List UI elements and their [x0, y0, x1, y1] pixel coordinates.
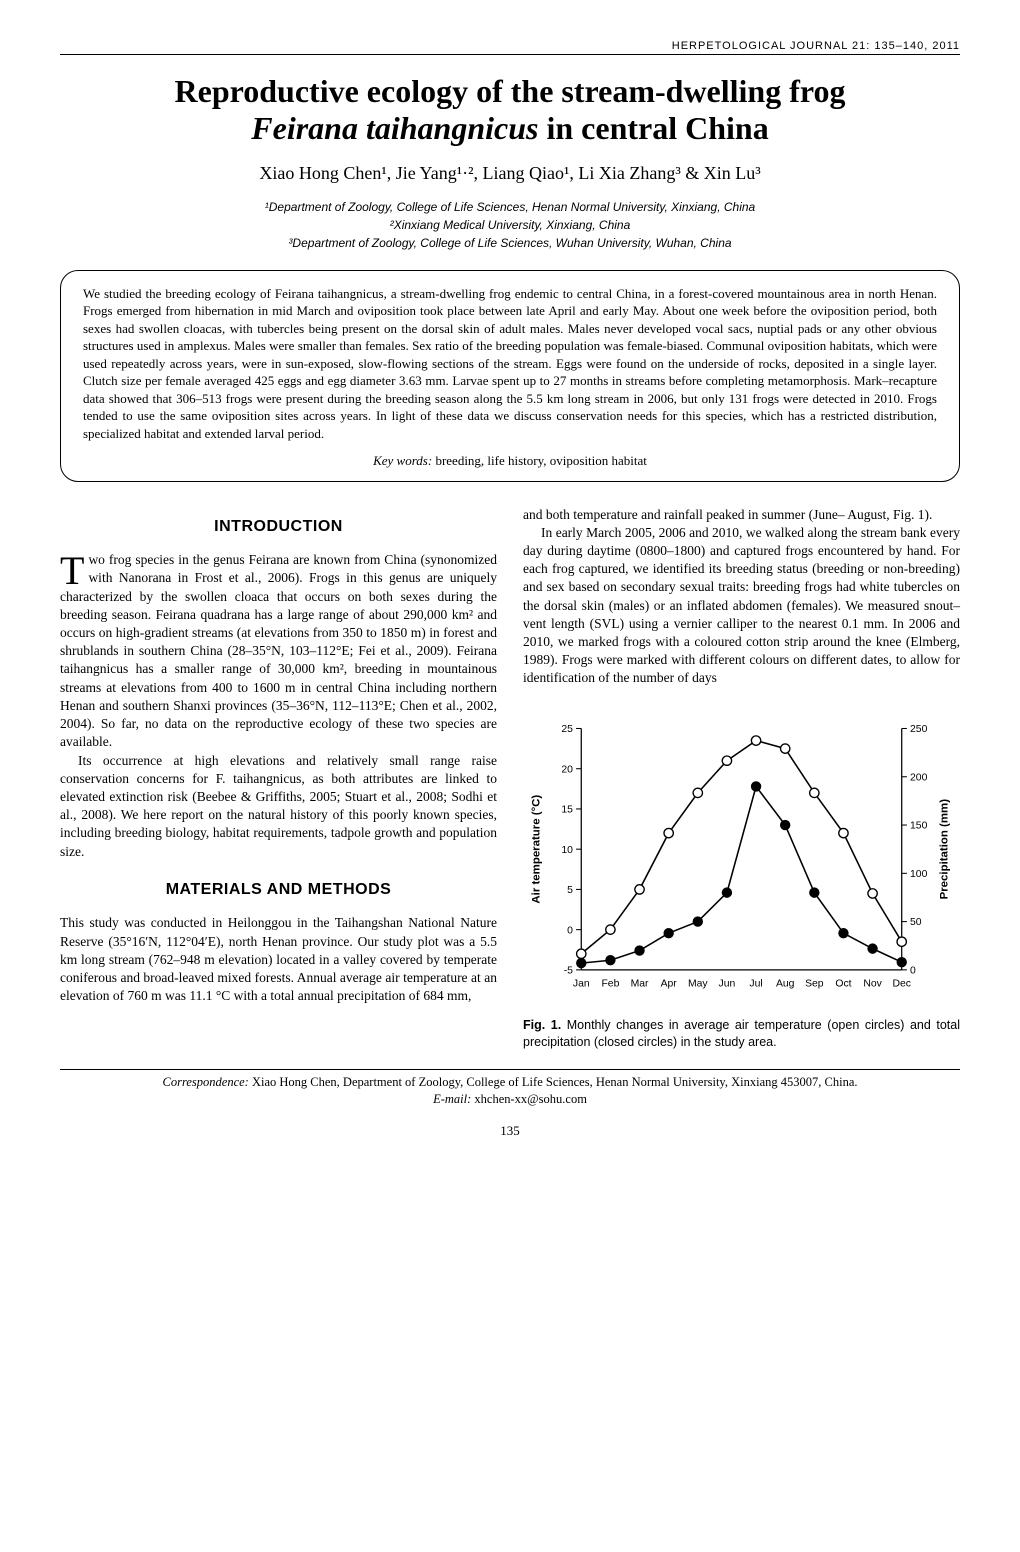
svg-text:Feb: Feb: [601, 978, 619, 989]
figure-1-svg: -50510152025050100150200250JanFebMarAprM…: [523, 716, 960, 1007]
title-line1: Reproductive ecology of the stream-dwell…: [175, 73, 846, 109]
svg-text:200: 200: [910, 772, 928, 783]
svg-text:Jul: Jul: [749, 978, 762, 989]
svg-text:Oct: Oct: [835, 978, 851, 989]
svg-text:Aug: Aug: [776, 978, 795, 989]
svg-text:Nov: Nov: [863, 978, 882, 989]
svg-text:Dec: Dec: [892, 978, 910, 989]
svg-text:0: 0: [567, 925, 573, 936]
right-column: and both temperature and rainfall peaked…: [523, 506, 960, 1051]
methods-para-1: This study was conducted in Heilonggou i…: [60, 914, 497, 1005]
keywords-label: Key words:: [373, 453, 432, 468]
svg-text:50: 50: [910, 917, 922, 928]
svg-text:5: 5: [567, 885, 573, 896]
svg-text:Air temperature (°C): Air temperature (°C): [531, 794, 543, 903]
email: xhchen-xx@sohu.com: [471, 1092, 587, 1106]
footer-rule: Correspondence: Xiao Hong Chen, Departme…: [60, 1069, 960, 1109]
intro-heading: INTRODUCTION: [60, 516, 497, 538]
figure-1-caption: Fig. 1. Monthly changes in average air t…: [523, 1017, 960, 1051]
keywords: Key words: breeding, life history, ovipo…: [83, 453, 937, 469]
right-p2: In early March 2005, 2006 and 2010, we w…: [523, 524, 960, 688]
affiliation-2: ²Xinxiang Medical University, Xinxiang, …: [60, 216, 960, 234]
page-number: 135: [60, 1123, 960, 1139]
intro-p1-text: wo frog species in the genus Feirana are…: [60, 552, 497, 749]
correspondence-text: Xiao Hong Chen, Department of Zoology, C…: [249, 1075, 858, 1089]
methods-heading: MATERIALS AND METHODS: [60, 879, 497, 901]
title-suffix: in central China: [538, 110, 768, 146]
svg-text:15: 15: [561, 804, 573, 815]
journal-info: HERPETOLOGICAL JOURNAL 21: 135–140, 2011: [672, 40, 960, 52]
dropcap: T: [60, 551, 88, 587]
affiliation-1: ¹Department of Zoology, College of Life …: [60, 198, 960, 216]
svg-text:100: 100: [910, 869, 928, 880]
title-species: Feirana taihangnicus: [251, 110, 538, 146]
authors: Xiao Hong Chen¹, Jie Yang¹·², Liang Qiao…: [60, 163, 960, 184]
svg-text:Jun: Jun: [719, 978, 736, 989]
two-column-body: INTRODUCTION Two frog species in the gen…: [60, 506, 960, 1051]
svg-text:Precipitation (mm): Precipitation (mm): [938, 798, 950, 899]
header-bar: HERPETOLOGICAL JOURNAL 21: 135–140, 2011: [60, 40, 960, 55]
fig-label: Fig. 1.: [523, 1018, 561, 1032]
correspondence-label: Correspondence:: [163, 1075, 249, 1089]
article-title: Reproductive ecology of the stream-dwell…: [60, 73, 960, 147]
svg-text:Mar: Mar: [631, 978, 649, 989]
left-column: INTRODUCTION Two frog species in the gen…: [60, 506, 497, 1051]
svg-text:250: 250: [910, 724, 928, 735]
abstract-box: We studied the breeding ecology of Feira…: [60, 270, 960, 482]
svg-text:150: 150: [910, 820, 928, 831]
svg-text:20: 20: [561, 764, 573, 775]
svg-text:-5: -5: [564, 965, 573, 976]
figure-1-chart: -50510152025050100150200250JanFebMarAprM…: [523, 716, 960, 1007]
intro-para-1: Two frog species in the genus Feirana ar…: [60, 551, 497, 751]
intro-para-2: Its occurrence at high elevations and re…: [60, 752, 497, 861]
svg-text:Jan: Jan: [573, 978, 590, 989]
email-label: E-mail:: [433, 1092, 471, 1106]
right-p1: and both temperature and rainfall peaked…: [523, 506, 960, 524]
svg-text:Sep: Sep: [805, 978, 824, 989]
svg-text:25: 25: [561, 724, 573, 735]
affiliations: ¹Department of Zoology, College of Life …: [60, 198, 960, 252]
fig-caption-text: Monthly changes in average air temperatu…: [523, 1018, 960, 1049]
abstract-text: We studied the breeding ecology of Feira…: [83, 285, 937, 443]
affiliation-3: ³Department of Zoology, College of Life …: [60, 234, 960, 252]
svg-text:0: 0: [910, 965, 916, 976]
correspondence: Correspondence: Xiao Hong Chen, Departme…: [60, 1074, 960, 1109]
svg-text:10: 10: [561, 845, 573, 856]
svg-text:May: May: [688, 978, 708, 989]
svg-text:Apr: Apr: [661, 978, 678, 989]
keywords-text: breeding, life history, oviposition habi…: [432, 453, 647, 468]
